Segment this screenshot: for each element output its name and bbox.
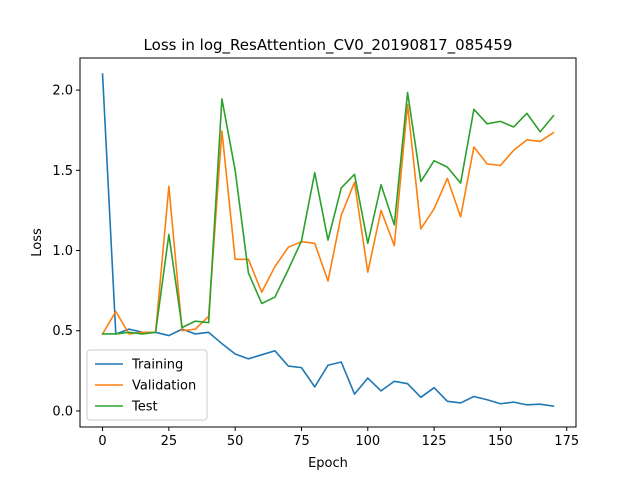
y-tick-label: 1.5 xyxy=(52,164,73,179)
x-tick-label: 0 xyxy=(98,434,106,449)
series-line-validation xyxy=(101,103,555,336)
legend-label-validation: Validation xyxy=(132,379,196,394)
y-axis: 0.0 0.5 1.0 1.5 2.0 xyxy=(52,84,80,419)
y-tick-label: 0.0 xyxy=(52,404,73,419)
x-tick-label: 50 xyxy=(227,434,244,449)
x-tick-label: 150 xyxy=(488,434,513,449)
x-axis: 0 25 50 75 100 125 150 175 xyxy=(98,427,579,449)
x-tick-label: 100 xyxy=(355,434,380,449)
plot-frame xyxy=(79,57,577,428)
legend-box xyxy=(86,349,208,421)
y-tick-label: 1.0 xyxy=(52,244,73,259)
legend-label-test: Test xyxy=(131,400,158,415)
x-axis-title: Epoch xyxy=(308,456,348,471)
x-tick-label: 125 xyxy=(422,434,447,449)
y-tick-label: 2.0 xyxy=(52,84,73,99)
legend-label-training: Training xyxy=(131,358,183,373)
chart-title: Loss in log_ResAttention_CV0_20190817_08… xyxy=(144,36,513,55)
x-tick-label: 75 xyxy=(293,434,310,449)
legend: Training Validation Test xyxy=(86,349,208,421)
x-tick-label: 25 xyxy=(161,434,178,449)
series-line-training xyxy=(101,73,555,408)
y-axis-title: Loss xyxy=(30,228,45,257)
y-tick-label: 0.5 xyxy=(52,324,73,339)
series-layer xyxy=(101,73,555,408)
x-tick-label: 175 xyxy=(554,434,579,449)
series-line-test xyxy=(101,91,555,335)
